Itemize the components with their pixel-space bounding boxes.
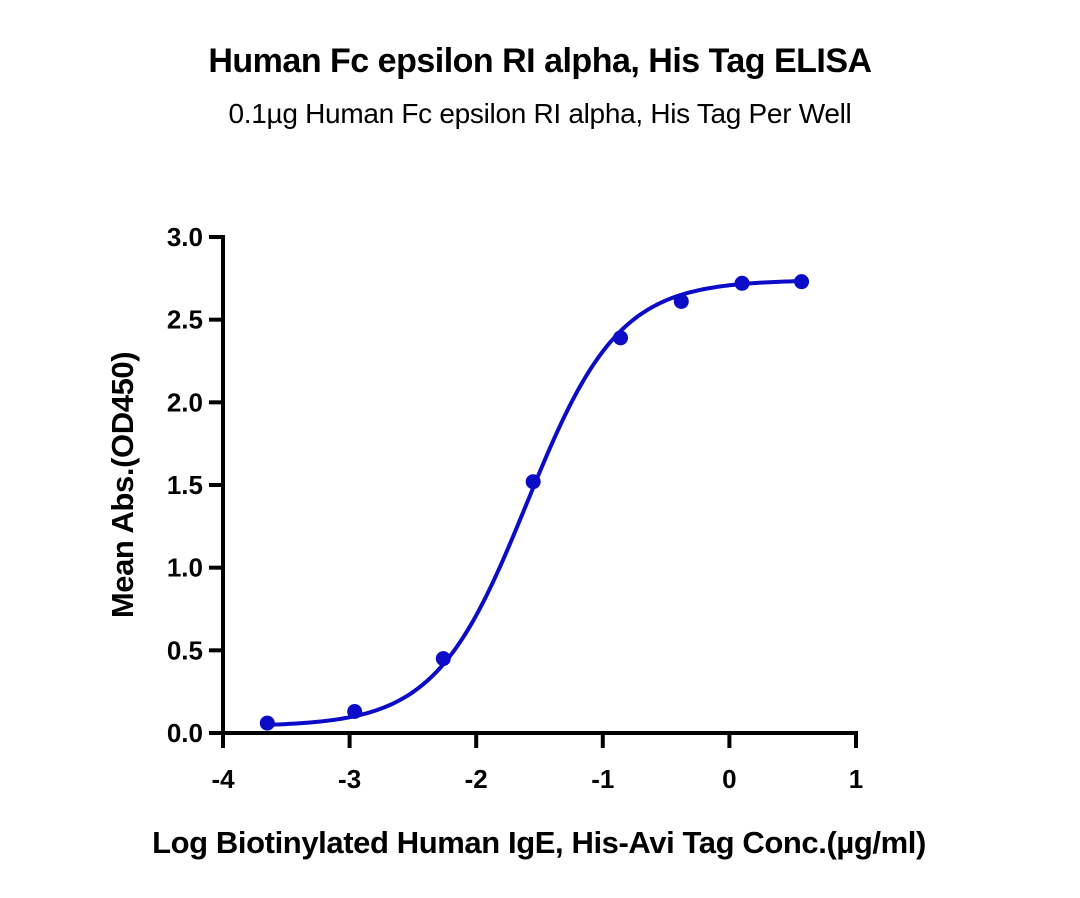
y-tick-label: 0.5 (167, 635, 203, 665)
y-tick-label: 0.0 (167, 718, 203, 748)
data-point (794, 274, 810, 290)
data-point (734, 275, 750, 291)
x-tick-label: 1 (849, 764, 863, 794)
y-tick-label: 2.0 (167, 387, 203, 417)
y-axis: 0.0 0.5 1.0 1.5 2.0 2.5 3.0 (167, 222, 225, 748)
chart-title: Human Fc epsilon RI alpha, His Tag ELISA (208, 42, 872, 80)
y-axis-title: Mean Abs.(OD450) (105, 352, 140, 618)
y-tick-label: 1.0 (167, 553, 203, 583)
x-tick-label: -4 (211, 764, 235, 794)
x-axis: -4 -3 -2 -1 0 1 (211, 731, 863, 794)
data-point (435, 651, 451, 667)
data-point (347, 704, 363, 720)
data-point (259, 715, 275, 731)
x-tick-label: -3 (338, 764, 361, 794)
x-axis-title: Log Biotinylated Human IgE, His-Avi Tag … (152, 825, 926, 860)
x-tick-label: -1 (591, 764, 614, 794)
x-tick-label: 0 (722, 764, 736, 794)
chart-subtitle: 0.1µg Human Fc epsilon RI alpha, His Tag… (228, 98, 852, 129)
data-point (613, 330, 629, 346)
y-tick-label: 1.5 (167, 470, 203, 500)
y-tick-label: 2.5 (167, 305, 203, 335)
x-tick-label: -2 (465, 764, 488, 794)
data-point (525, 474, 541, 490)
data-points (259, 274, 810, 731)
data-point (673, 293, 689, 309)
fit-curve (265, 279, 804, 727)
y-tick-label: 3.0 (167, 222, 203, 252)
